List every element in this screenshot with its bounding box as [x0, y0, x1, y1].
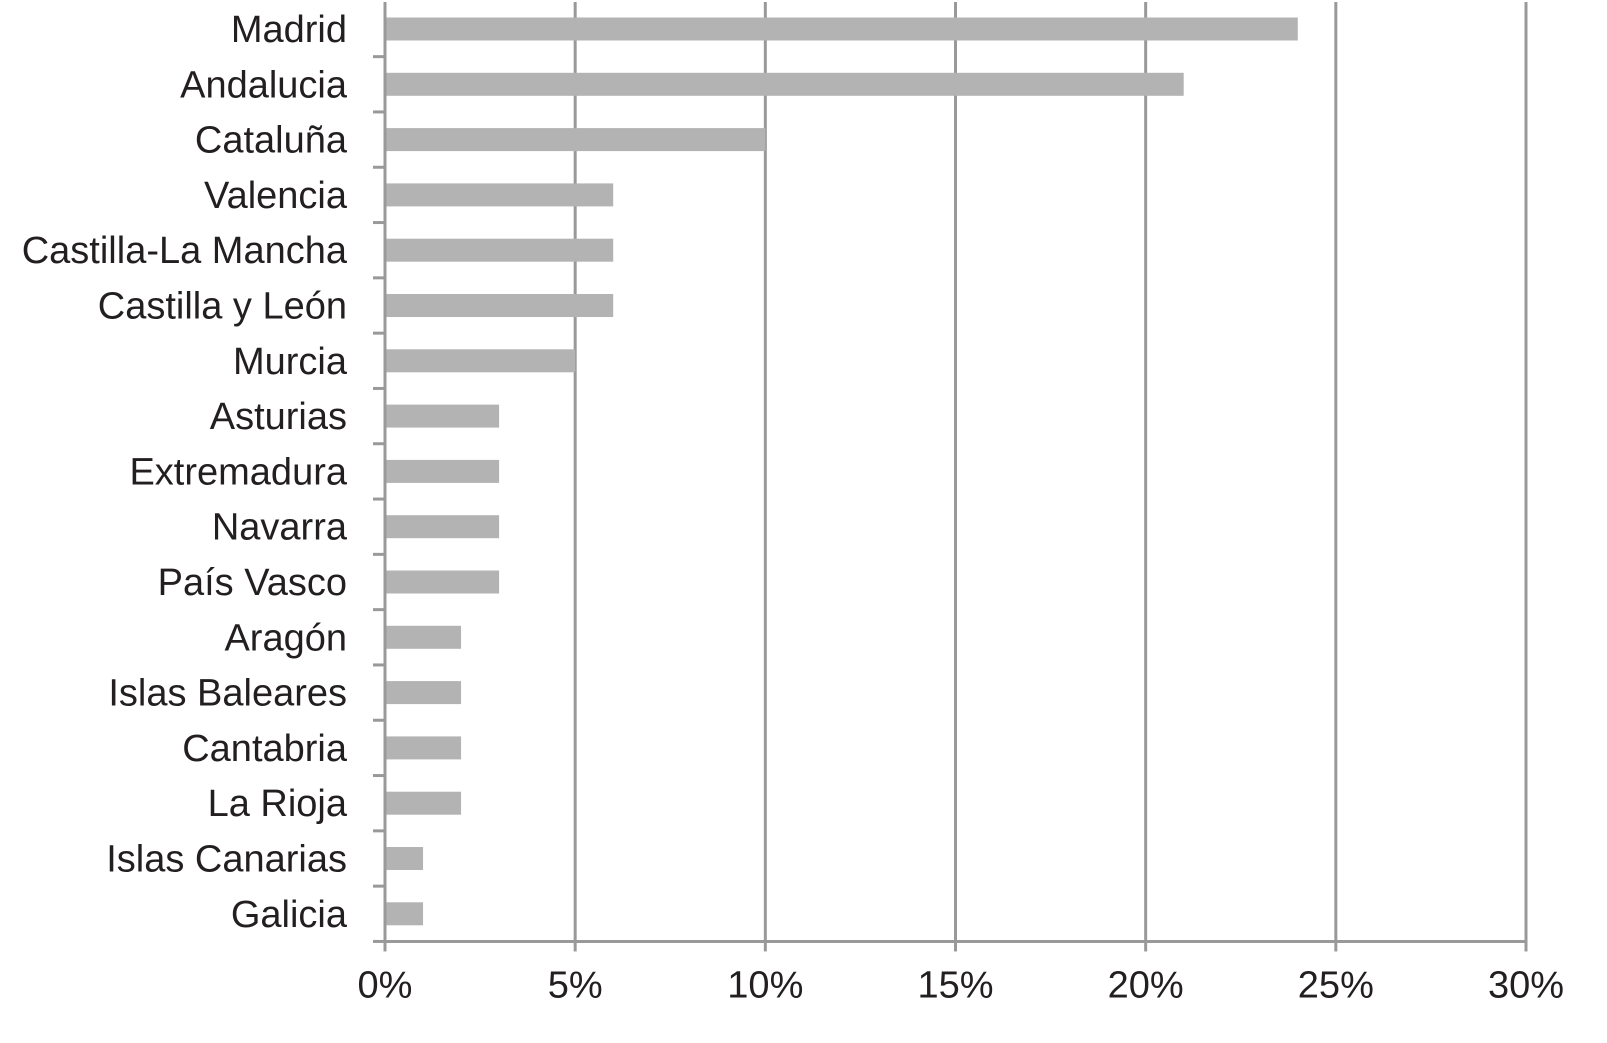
category-label: Valencia [204, 175, 348, 217]
bar-cantabria [385, 736, 462, 760]
x-tick-label: 20% [1108, 964, 1184, 1006]
category-label: Navarra [212, 507, 348, 549]
bar-madrid [385, 17, 1298, 41]
category-label: Asturias [210, 396, 347, 438]
category-label: Islas Baleares [108, 673, 347, 715]
category-label: Aragón [224, 617, 347, 659]
category-label: Extremadura [129, 451, 347, 493]
category-label: Murcia [233, 341, 348, 383]
x-tick-labels: 0% 5% 10% 15% 20% 25% 30% [358, 964, 1564, 1006]
axes [373, 2, 1528, 952]
bar-la-rioja [385, 791, 462, 815]
category-label: Madrid [231, 9, 347, 51]
bars [385, 17, 1298, 926]
category-label: Islas Canarias [106, 839, 347, 881]
category-labels: Madrid Andalucia Cataluña Valencia Castilla-… [22, 9, 348, 936]
category-label: Castilla y León [98, 286, 347, 328]
bar-extremadura [385, 459, 500, 483]
category-label: Cantabria [182, 728, 348, 770]
x-tick-label: 10% [727, 964, 803, 1006]
category-label: Castilla-La Mancha [22, 230, 348, 272]
bar-navarra [385, 515, 500, 539]
x-tick-label: 5% [548, 964, 603, 1006]
bar-valencia [385, 183, 614, 207]
bar-andalucia [385, 72, 1184, 96]
bar-asturias [385, 404, 500, 428]
bar-arag-n [385, 625, 462, 649]
bar-catalu-a [385, 128, 766, 152]
bar-castilla-la-mancha [385, 238, 614, 262]
bar-castilla-y-le-n [385, 294, 614, 317]
x-tick-label: 30% [1488, 964, 1564, 1006]
category-label: Galicia [231, 894, 348, 936]
x-tick-label: 25% [1298, 964, 1374, 1006]
bar-galicia [385, 902, 424, 926]
category-label: Cataluña [195, 120, 348, 162]
category-label: Andalucia [180, 64, 348, 106]
bar-murcia [385, 349, 576, 373]
category-label: País Vasco [158, 562, 347, 604]
bar-pa-s-vasco [385, 570, 500, 594]
x-tick-label: 15% [917, 964, 993, 1006]
category-label: La Rioja [208, 783, 348, 825]
bar-islas-canarias [385, 847, 424, 870]
x-tick-label: 0% [358, 964, 413, 1006]
gridlines [573, 2, 1528, 942]
bar-islas-baleares [385, 681, 462, 705]
